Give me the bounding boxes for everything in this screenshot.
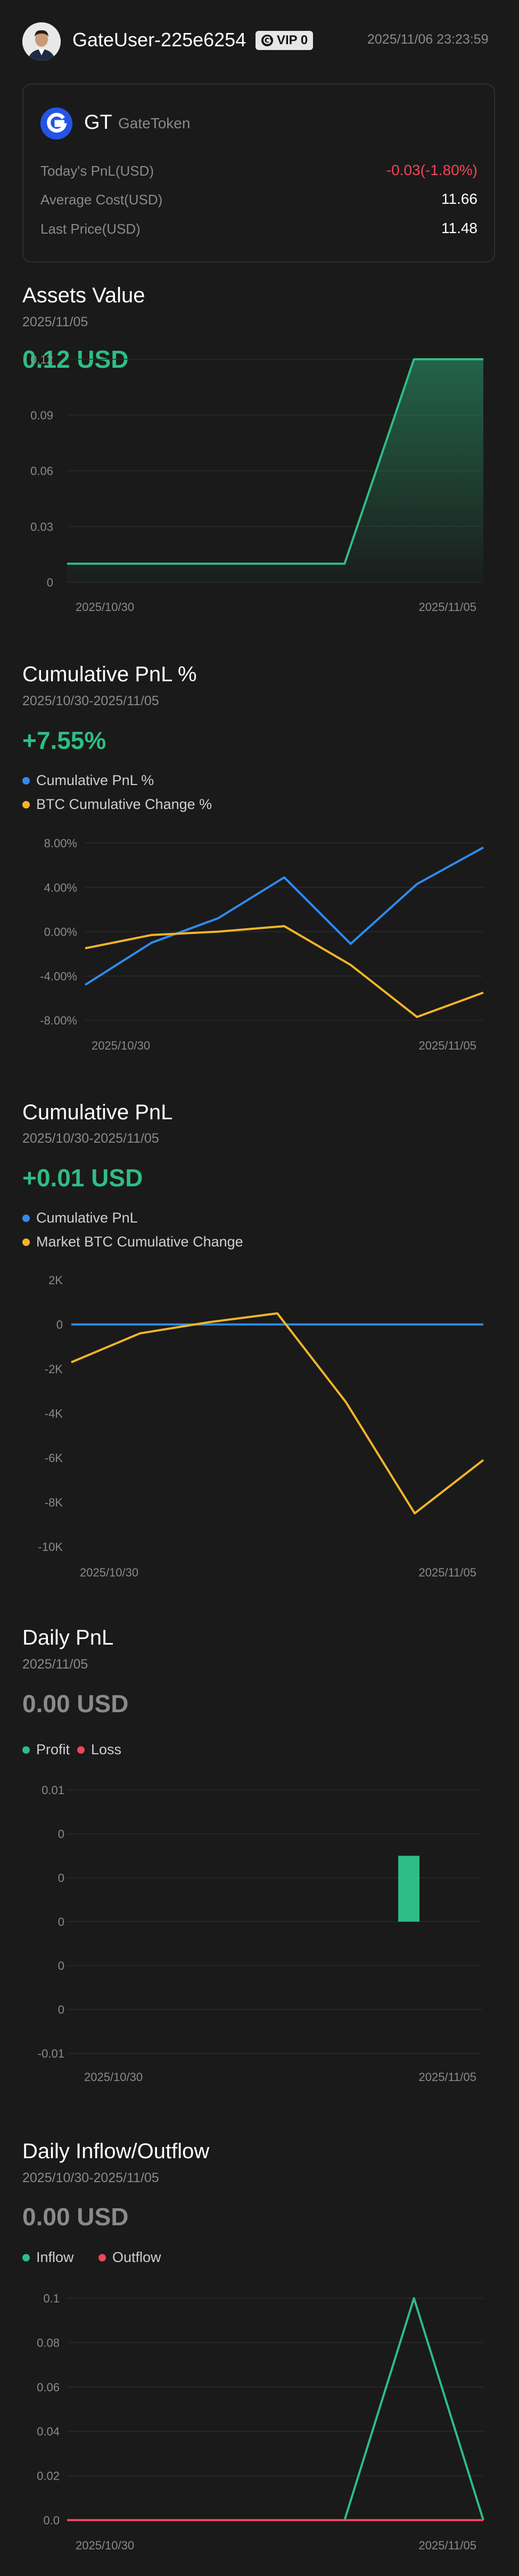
y-tick-label: 4.00% [44, 881, 77, 894]
legend-btc-cumulative-change-pct[interactable]: BTC Cumulative Change % [22, 796, 212, 813]
y-tick-label: 0 [58, 1871, 64, 1885]
y-tick-label: 0 [58, 1828, 64, 1841]
x-tick-label: 2025/11/05 [419, 1566, 476, 1579]
vip-badge: VIP 0 [256, 31, 314, 50]
series-line-assets [67, 358, 483, 565]
x-tick-label: 2025/10/30 [80, 1566, 138, 1579]
avatar[interactable] [22, 22, 61, 61]
average-cost-label: Average Cost(USD) [40, 192, 163, 208]
y-tick-label: 0.0 [43, 2514, 60, 2527]
y-tick-label: -0.01 [38, 2047, 64, 2060]
daily-pnl-title: Daily PnL [22, 1626, 114, 1649]
y-tick-label: -2K [45, 1363, 63, 1376]
y-tick-label: 0.09 [30, 409, 53, 422]
assets-value-title: Assets Value [22, 284, 145, 307]
cumulative-pnl-pct-value: +7.55% [22, 726, 106, 754]
x-tick-label: 2025/11/05 [419, 1039, 476, 1052]
series-line-inflow [67, 2297, 484, 2521]
username: GateUser-225e6254 [72, 29, 246, 51]
last-price-value: 11.48 [441, 220, 477, 236]
y-tick-label: -4K [45, 1407, 63, 1421]
token-card[interactable] [22, 84, 495, 262]
y-tick-label: 0.06 [30, 465, 53, 478]
legend-outflow[interactable]: Outflow [98, 2249, 161, 2266]
legend-cumulative-pnl-pct[interactable]: Cumulative PnL % [22, 772, 154, 789]
x-tick-label: 2025/10/30 [76, 600, 134, 614]
y-tick-label: -10K [38, 1540, 63, 1554]
series-line-cumulative-pnl- [84, 846, 484, 986]
x-tick-label: 2025/10/30 [76, 2539, 134, 2552]
y-tick-label: 0.08 [37, 2336, 60, 2349]
daily-flow-title: Daily Inflow/Outflow [22, 2140, 210, 2163]
daily-pnl-date: 2025/11/05 [22, 1657, 88, 1672]
y-tick-label: 0.01 [42, 1784, 64, 1797]
y-tick-label: 0 [58, 1959, 64, 1972]
legend-inflow[interactable]: Inflow [22, 2249, 74, 2266]
y-tick-label: 0 [58, 1916, 64, 1929]
series-line-market-btc-cumulative-change [71, 1312, 484, 1515]
legend-market-btc-cumulative-change[interactable]: Market BTC Cumulative Change [22, 1234, 243, 1250]
y-tick-label: -8.00% [40, 1014, 77, 1027]
todays-pnl-label: Today's PnL(USD) [40, 163, 154, 179]
daily-pnl-value: 0.00 USD [22, 1690, 129, 1718]
y-tick-label: 0 [58, 2003, 64, 2017]
average-cost-value: 11.66 [441, 191, 477, 207]
daily-flow-date: 2025/10/30-2025/11/05 [22, 2170, 159, 2185]
last-price-label: Last Price(USD) [40, 221, 141, 237]
y-tick-label: 0.03 [30, 520, 53, 533]
y-tick-label: 8.00% [44, 837, 77, 850]
series-line-btc-cumulative-change- [85, 925, 484, 1018]
y-tick-label: -6K [45, 1451, 63, 1465]
x-tick-label: 2025/11/05 [419, 2070, 476, 2084]
y-tick-label: 0.04 [37, 2425, 60, 2438]
vip-label: VIP 0 [277, 33, 308, 47]
bar-profit [398, 1855, 420, 1922]
y-tick-label: 0.1 [43, 2292, 60, 2305]
legend-cumulative-pnl[interactable]: Cumulative PnL [22, 1210, 138, 1226]
y-tick-label: 0.06 [37, 2381, 60, 2394]
gatetoken-logo-icon [40, 108, 72, 139]
y-tick-label: 0.12 [30, 353, 53, 366]
y-tick-label: 0 [56, 1318, 63, 1332]
cumulative-pnl-value: +0.01 USD [22, 1164, 143, 1192]
x-tick-label: 2025/11/05 [419, 2539, 476, 2552]
vip-icon [261, 35, 273, 46]
avatar-image [22, 22, 61, 61]
x-tick-label: 2025/11/05 [419, 600, 476, 614]
y-tick-label: 2K [48, 1274, 63, 1287]
legend-profit[interactable]: Profit [22, 1741, 70, 1758]
timestamp: 2025/11/06 23:23:59 [367, 32, 489, 47]
y-tick-label: 0.00% [44, 926, 77, 939]
y-tick-label: -4.00% [40, 970, 77, 983]
token-symbol: GT [84, 111, 112, 134]
cumulative-pnl-date: 2025/10/30-2025/11/05 [22, 1131, 159, 1146]
cumulative-pnl-pct-date: 2025/10/30-2025/11/05 [22, 693, 159, 708]
x-tick-label: 2025/10/30 [92, 1039, 150, 1052]
token-name: GateToken [118, 115, 191, 131]
assets-value-date: 2025/11/05 [22, 315, 88, 329]
legend-loss[interactable]: Loss [77, 1741, 121, 1758]
cumulative-pnl-pct-title: Cumulative PnL % [22, 663, 197, 686]
y-tick-label: 0 [47, 576, 53, 589]
area-fill [67, 359, 483, 582]
y-tick-label: -8K [45, 1496, 63, 1509]
cumulative-pnl-title: Cumulative PnL [22, 1101, 173, 1124]
daily-flow-value: 0.00 USD [22, 2203, 129, 2231]
todays-pnl-value: -0.03(-1.80%) [386, 162, 477, 178]
x-tick-label: 2025/10/30 [84, 2070, 143, 2084]
y-tick-label: 0.02 [37, 2470, 60, 2483]
